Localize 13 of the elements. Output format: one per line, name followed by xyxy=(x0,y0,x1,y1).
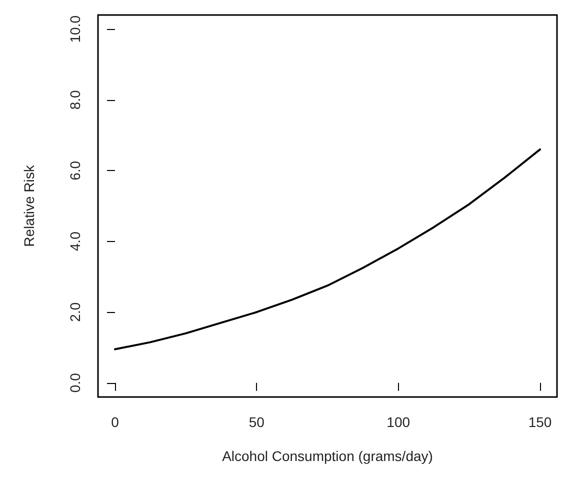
x-tick-label: 100 xyxy=(386,414,410,430)
x-tick-label: 0 xyxy=(111,414,120,430)
x-tick-label: 50 xyxy=(248,414,265,430)
y-tick-label: 0.0 xyxy=(67,372,83,393)
y-tick-label: 8.0 xyxy=(67,90,83,110)
y-tick-label: 10.0 xyxy=(67,15,83,43)
y-tick-label: 4.0 xyxy=(67,231,83,252)
x-tick-label: 150 xyxy=(528,414,552,430)
x-axis-title: Alcohol Consumption (grams/day) xyxy=(222,448,433,464)
y-axis-title: Relative Risk xyxy=(21,164,37,247)
y-tick-label: 6.0 xyxy=(67,160,83,180)
line-series xyxy=(114,148,541,350)
y-tick-label: 2.0 xyxy=(67,302,83,322)
